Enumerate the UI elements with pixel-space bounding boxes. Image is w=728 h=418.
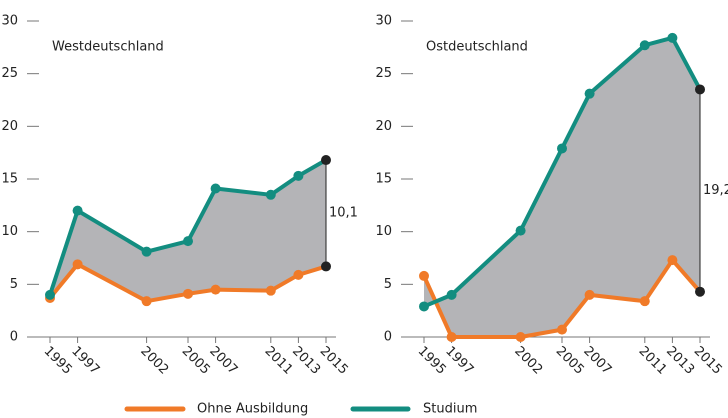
point — [557, 324, 567, 335]
series-line — [48, 262, 327, 304]
gap-area — [424, 37, 700, 337]
y-tick-label: 15 — [1, 172, 18, 187]
x-tick-label: 2007 — [206, 344, 240, 378]
x-tick-label: 2002 — [137, 344, 171, 378]
point — [141, 246, 152, 257]
annotation: 10,1 — [329, 206, 358, 221]
point — [419, 301, 429, 312]
point — [639, 296, 650, 307]
y-tick-label: 20 — [1, 119, 18, 134]
legend-label: Studium — [423, 402, 477, 417]
point — [667, 32, 678, 43]
point — [72, 205, 83, 216]
point — [446, 332, 457, 342]
legend-label: Ohne Ausbildung — [197, 402, 308, 417]
point — [293, 170, 304, 181]
x-tick-label: 2015 — [691, 344, 725, 378]
series-line — [48, 158, 327, 296]
x-tick-label: 2011 — [635, 344, 669, 378]
point — [639, 40, 650, 51]
point — [293, 269, 304, 280]
y-tick-label: 0 — [10, 330, 18, 345]
x-tick-label: 2015 — [317, 344, 351, 378]
panel-title: Westdeutschland — [52, 40, 164, 55]
point — [584, 88, 595, 99]
point — [45, 289, 55, 300]
point — [584, 289, 595, 300]
x-tick-label: 1995 — [41, 344, 75, 378]
x-tick-label: 1997 — [442, 344, 476, 378]
point — [72, 259, 83, 270]
point — [667, 255, 678, 266]
x-tick-label: 2005 — [179, 344, 213, 378]
x-tick-label: 2002 — [511, 344, 545, 378]
point — [210, 284, 221, 295]
y-tick-label: 25 — [375, 66, 392, 81]
end-point — [695, 286, 705, 297]
point — [141, 296, 152, 307]
y-tick-label: 30 — [375, 14, 392, 29]
end-point — [321, 155, 331, 166]
point — [210, 183, 221, 194]
point — [515, 332, 526, 342]
x-tick-label: 1995 — [415, 344, 449, 378]
y-tick-label: 25 — [1, 66, 18, 81]
series-line — [422, 258, 702, 339]
point — [265, 285, 276, 296]
point — [446, 289, 457, 300]
point — [419, 270, 429, 281]
x-tick-label: 2011 — [261, 344, 295, 378]
y-tick-label: 15 — [375, 172, 392, 187]
end-point — [321, 261, 331, 272]
y-tick-label: 30 — [1, 14, 18, 29]
point — [557, 143, 567, 154]
point — [183, 288, 193, 299]
x-tick-label: 1997 — [68, 344, 102, 378]
annotation: 19,2 — [703, 183, 728, 198]
y-tick-label: 20 — [375, 119, 392, 134]
point — [515, 225, 526, 236]
y-tick-label: 5 — [384, 277, 392, 292]
x-tick-label: 2005 — [553, 344, 587, 378]
panel-title: Ostdeutschland — [426, 40, 528, 55]
gap-area — [50, 160, 326, 302]
point — [265, 189, 276, 200]
y-tick-label: 10 — [1, 224, 18, 239]
x-tick-label: 2013 — [663, 344, 697, 378]
end-point — [695, 84, 705, 95]
x-tick-label: 2013 — [289, 344, 323, 378]
y-tick-label: 0 — [384, 330, 392, 345]
y-tick-label: 5 — [10, 277, 18, 292]
point — [183, 236, 193, 247]
x-tick-label: 2007 — [580, 344, 614, 378]
y-tick-label: 10 — [375, 224, 392, 239]
